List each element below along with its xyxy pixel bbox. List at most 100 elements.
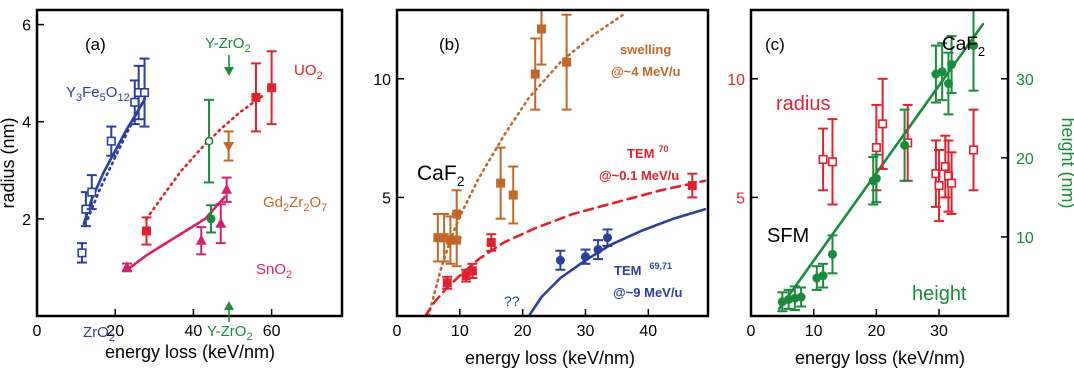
swelling-energy-annotation: @~4 MeV/u [611,64,680,79]
sno2-annotation: SnO2 [256,261,292,281]
x-tick-label: 0 [747,323,756,340]
data-point [818,271,828,281]
x-tick-label: 20 [106,323,124,340]
panel-b-title: CaF2 [417,162,465,189]
panel-a-label: (a) [85,35,106,54]
data-point [818,154,828,164]
zro2-annotation: ZrO2 [83,324,115,344]
panel-c-marks [777,10,985,313]
x-tick-label: 40 [639,323,657,340]
y-tick-label: 6 [22,18,31,35]
data-point [878,119,888,129]
yig-annotation: Y3Fe5O12 [66,84,130,104]
data-point [223,142,235,152]
data-point [467,266,477,276]
data-point [251,92,261,102]
data-point [445,235,455,245]
x-tick-label: 40 [185,323,203,340]
data-point [934,180,944,191]
data-point [267,83,277,93]
uo2-annotation: UO2 [294,62,323,82]
fit-curve-red-dashed [424,179,707,316]
data-point [827,157,838,167]
right-y-tick-label: 30 [1016,72,1034,89]
tem6971-energy-annotation: @~9 MeV/u [613,285,682,300]
x-tick-label: 0 [33,323,42,340]
panel-c-ylabel: height (nm) [1058,117,1074,208]
data-point [562,57,572,67]
panel-c-title: CaF2 [942,34,985,59]
panel-c-xlabel: energy loss (keV/nm) [795,348,965,368]
x-tick-label: 20 [867,323,885,340]
fit-curve-blue-dotted [86,93,148,221]
x-tick-label: 20 [514,323,532,340]
data-point [452,235,462,245]
data-point [106,136,116,146]
y-tick-label: 4 [22,115,31,132]
data-point [947,60,957,70]
panel-c: 0 10 20 30 5 10 10 20 30 (c) CaF2 energy loss (k… [727,8,1074,368]
unknown-annotation: ?? [504,293,520,309]
panel-b-marks [424,10,707,316]
data-point [602,233,612,243]
tem70-label: TEM [627,146,654,161]
data-point [968,145,979,155]
right-y-tick-label: 20 [1016,151,1034,168]
panel-a-frame [35,8,344,318]
data-point [461,271,471,281]
y-tick-label: 5 [382,190,391,207]
panel-a: 0 20 40 60 2 4 6 (a) energy loss (keV/nm) radi… [0,8,344,362]
data-point [139,88,150,98]
panel-b-xlabel: energy loss (keV/nm) [465,348,635,368]
panel-a-ticks: 0 20 40 60 2 4 6 [22,18,281,340]
data-point [496,178,506,188]
data-point [900,140,910,150]
yzro2-bottom-annotation: Y-ZrO2 [207,323,253,343]
data-point [215,217,227,228]
fit-curve-orange-dotted [427,13,625,316]
data-point [130,97,140,107]
y-tick-label: 2 [22,212,31,229]
data-point [827,249,837,259]
swelling-annotation: swelling [620,42,671,57]
data-point [580,252,590,262]
tem70-ref: 70 [658,144,668,154]
height-annotation: height [912,283,967,305]
x-tick-label: 30 [577,323,595,340]
data-point [442,278,452,288]
tem6971-annotation: TEM 69,71 [614,261,672,278]
data-point [439,233,449,243]
tem70-annotation: TEM 70 [627,144,668,161]
panel-b-frame [395,8,710,318]
fit-curve-red-dotted [145,93,266,221]
data-point [593,245,603,255]
data-point [796,292,806,302]
data-point [141,226,151,236]
data-point [221,183,233,194]
y-tick-label: 5 [736,190,745,207]
tem6971-ref: 69,71 [649,261,672,271]
panel-a-marks [76,50,277,273]
data-point [555,255,565,265]
x-tick-label: 0 [393,323,402,340]
data-point [195,234,207,245]
data-point [452,209,462,219]
tem70-energy-annotation: @~0.1 MeV/u [599,168,679,183]
panel-b-label: (b) [439,35,460,54]
data-point [530,69,540,79]
panel-a-ylabel: radius (nm) [0,117,18,208]
tem6971-label: TEM [614,263,641,278]
x-tick-label: 10 [805,323,823,340]
data-point [969,41,979,51]
data-point [87,187,97,197]
x-tick-label: 30 [930,323,948,340]
data-point [204,136,214,146]
radius-annotation: radius [776,93,830,115]
data-point [121,261,133,272]
gd-annotation: Gd2Zr2O7 [263,194,327,214]
panel-c-ticks: 0 10 20 30 5 10 10 20 30 [727,72,1034,340]
data-point [937,67,947,77]
panel-b: 0 10 20 30 40 5 10 (b) CaF2 energy loss (keV/n… [373,8,710,368]
data-point [871,173,881,183]
